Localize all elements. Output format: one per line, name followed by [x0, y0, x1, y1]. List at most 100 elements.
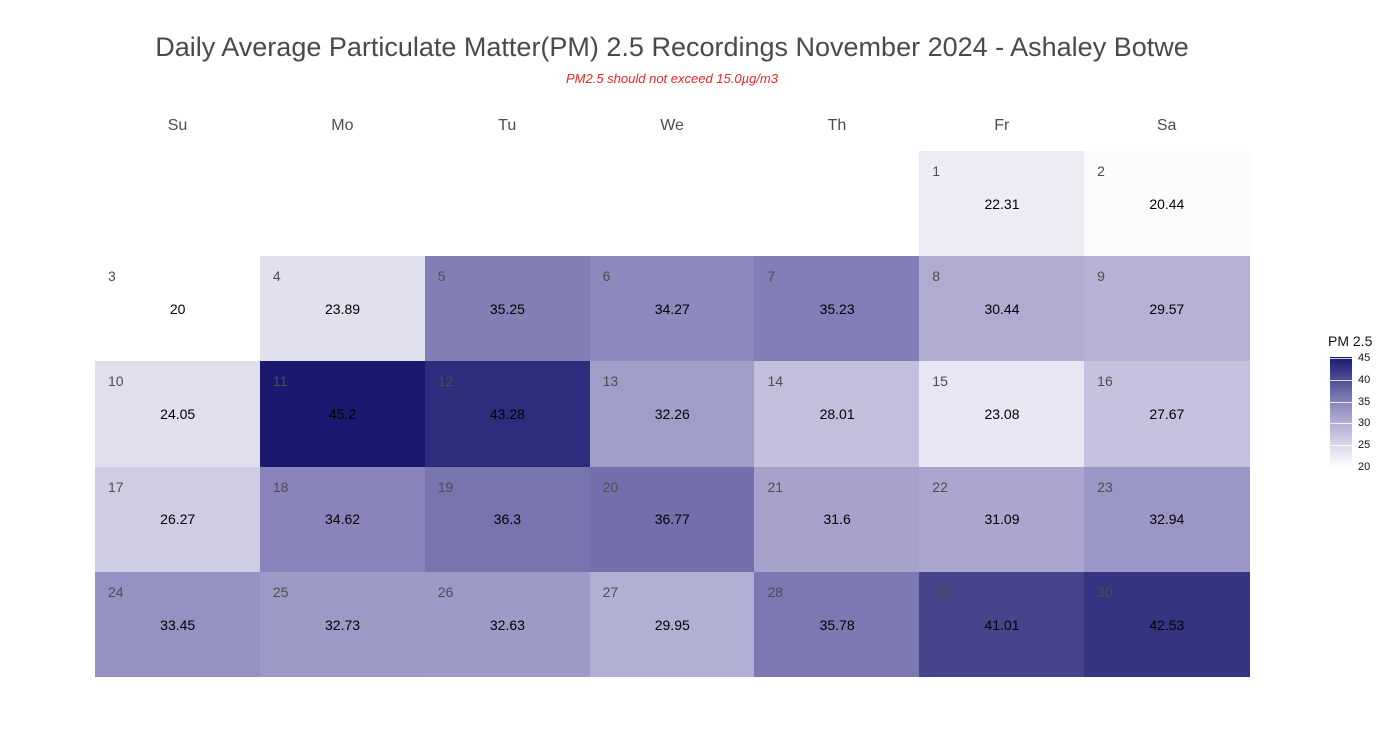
calendar-day-cell: 11 45.2	[259, 361, 426, 468]
day-number: 8	[932, 268, 941, 285]
day-number: 24	[108, 583, 124, 600]
pm25-value-label: 32.73	[325, 616, 361, 633]
legend-tick-mark	[1330, 467, 1352, 468]
weekday-label: Tu	[498, 117, 517, 134]
calendar-day-cell: 21 31.6	[754, 466, 920, 573]
day-number: 22	[932, 478, 948, 495]
pm25-value-label: 36.77	[654, 511, 690, 528]
pm25-value-label: 32.26	[654, 406, 690, 423]
day-number: 26	[437, 583, 454, 600]
weekday-label: Sa	[1156, 117, 1177, 134]
legend-tick-mark	[1330, 445, 1352, 447]
calendar-day-cell: 22 31.09	[919, 466, 1085, 573]
weekday-label: Th	[827, 117, 847, 134]
day-number: 23	[1097, 478, 1113, 495]
day-number: 3	[108, 268, 116, 285]
pm25-value-label: 22.31	[984, 195, 1020, 212]
day-number: 25	[272, 583, 289, 600]
pm25-value-label: 31.6	[823, 511, 851, 528]
calendar-day-cell: 19 36.3	[424, 466, 591, 573]
calendar-day-cell: 9 29.57	[1084, 256, 1250, 362]
pm25-value-label: 42.53	[1149, 616, 1185, 633]
pm25-value-label: 32.94	[1149, 511, 1185, 528]
pm25-value-label: 34.62	[325, 511, 361, 528]
calendar-day-cell: 15 23.08	[919, 361, 1085, 468]
pm25-value-label: 34.27	[654, 301, 690, 318]
legend-tick-label: 20	[1358, 461, 1371, 473]
calendar-day-cell: 30 42.53	[1084, 571, 1250, 678]
pm25-value-label: 41.01	[984, 616, 1020, 633]
day-number: 9	[1097, 268, 1105, 285]
weekday-label: Mo	[331, 117, 354, 134]
day-number: 16	[1097, 373, 1113, 390]
calendar-day-cell: 28 35.78	[754, 571, 920, 678]
legend-tick-label: 35	[1358, 395, 1371, 408]
calendar-day-cell: 24 33.45	[95, 571, 261, 678]
calendar-day-cell: 3 20	[95, 256, 261, 362]
legend-color-bar	[1330, 357, 1352, 467]
calendar-day-cell: 17 26.27	[95, 466, 261, 573]
legend-tick-label: 30	[1358, 417, 1371, 430]
calendar-day-cell: 26 32.63	[424, 571, 591, 678]
day-number: 18	[272, 478, 289, 495]
day-number: 30	[1097, 583, 1113, 600]
calendar-day-cell: 12 43.28	[424, 361, 591, 468]
calendar-day-cell: 29 41.01	[919, 571, 1085, 678]
calendar-day-cell: 13 32.26	[589, 361, 755, 468]
calendar-day-cell: 16 27.67	[1084, 361, 1250, 468]
calendar-day-cell: 10 24.05	[95, 361, 261, 468]
calendar-day-cell: 6 34.27	[589, 256, 755, 362]
day-number: 4	[272, 268, 281, 285]
calendar-day-cell: 25 32.73	[259, 571, 426, 678]
pm25-value-label: 26.27	[160, 511, 196, 528]
pm25-value-label: 29.57	[1149, 301, 1185, 318]
pm25-value-label: 20.44	[1149, 195, 1185, 212]
weekday-label: We	[660, 117, 684, 134]
calendar-day-cell: 20 36.77	[589, 466, 755, 573]
calendar-day-cell: 27 29.95	[589, 571, 755, 678]
pm25-value-label: 35.23	[819, 301, 855, 318]
pm25-value-label: 27.67	[1149, 406, 1185, 423]
day-number: 7	[767, 268, 776, 285]
weekday-label: Fr	[994, 117, 1010, 134]
day-number: 28	[767, 583, 784, 600]
day-number: 13	[602, 373, 619, 390]
legend-tick-label: 45	[1358, 351, 1371, 364]
day-number: 12	[437, 373, 454, 390]
pm25-value-label: 33.45	[160, 616, 196, 633]
calendar-day-cell: 4 23.89	[259, 256, 426, 362]
calendar-day-cell: 7 35.23	[754, 256, 920, 362]
calendar-day-cell: 23 32.94	[1084, 466, 1250, 573]
day-number: 29	[932, 583, 948, 600]
day-number: 10	[108, 373, 124, 390]
day-number: 5	[437, 268, 446, 285]
pm25-value-label: 36.3	[493, 511, 522, 528]
chart-subtitle: PM2.5 should not exceed 15.0µg/m3	[565, 71, 778, 86]
calendar-day-cell: 5 35.25	[424, 256, 591, 362]
day-number: 17	[108, 478, 124, 495]
pm25-value-label: 45.2	[328, 406, 357, 423]
pm25-value-label: 43.28	[489, 406, 525, 423]
chart-title: Daily Average Particulate Matter(PM) 2.5…	[155, 32, 1189, 62]
day-number: 20	[602, 478, 619, 495]
pm25-value-label: 23.08	[984, 406, 1020, 423]
pm25-value-label: 32.63	[489, 616, 525, 633]
pm25-value-label: 31.09	[984, 511, 1020, 528]
legend-tick-mark	[1330, 379, 1352, 381]
legend-tick-label: 25	[1358, 439, 1371, 452]
pm25-value-label: 24.05	[160, 406, 196, 423]
pm25-value-label: 29.95	[654, 616, 690, 633]
pm25-value-label: 28.01	[819, 406, 855, 423]
calendar-day-cell: 1 22.31	[919, 151, 1085, 257]
weekday-label: Su	[167, 117, 188, 134]
day-number: 14	[767, 373, 784, 390]
pm25-value-label: 30.44	[984, 301, 1020, 318]
calendar-day-cell: 2 20.44	[1084, 151, 1250, 257]
pm25-value-label: 20	[169, 301, 186, 318]
pm25-value-label: 35.78	[819, 616, 855, 633]
calendar-day-cell: 8 30.44	[919, 256, 1085, 362]
day-number: 21	[767, 478, 784, 495]
legend-tick-label: 40	[1358, 373, 1371, 386]
day-number: 15	[932, 373, 948, 390]
pm25-value-label: 23.89	[325, 301, 361, 318]
